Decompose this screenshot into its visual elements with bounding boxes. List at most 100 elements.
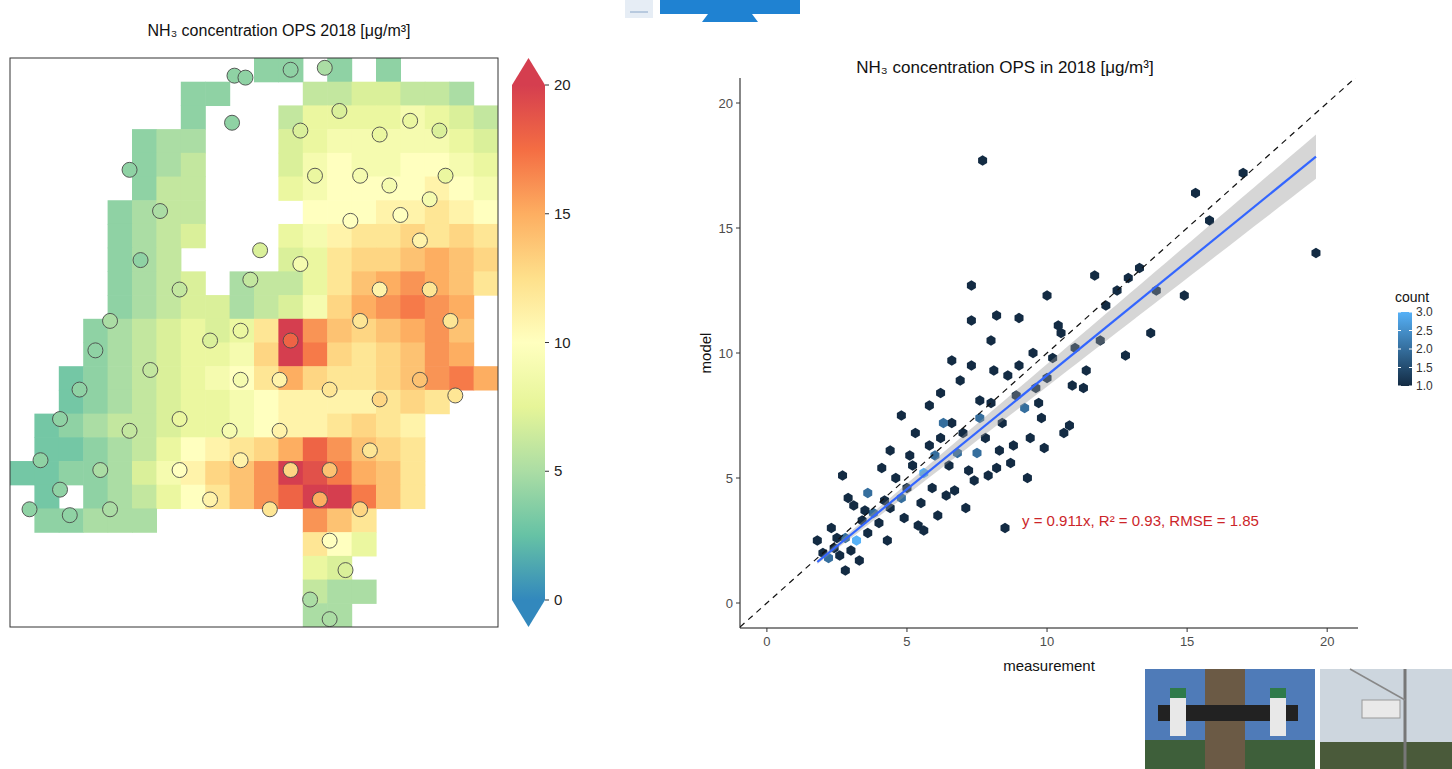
station	[308, 168, 323, 183]
grid-cell	[83, 461, 108, 485]
grid-cell	[181, 105, 206, 129]
station	[422, 282, 437, 297]
grid-cell	[352, 461, 377, 485]
legend-tick	[1409, 386, 1412, 387]
hexbin	[1059, 428, 1068, 438]
station	[103, 502, 118, 517]
grid-cell	[352, 224, 377, 248]
grid-cell	[108, 390, 133, 414]
grid-cell	[449, 177, 474, 201]
hexbin	[911, 428, 920, 438]
grid-cell	[230, 319, 255, 343]
station	[122, 162, 137, 177]
grid-cell	[376, 177, 401, 201]
grid-cell	[230, 343, 255, 367]
hexbin	[1082, 365, 1091, 375]
grid-cell	[474, 248, 498, 272]
grid-cell	[400, 248, 425, 272]
photo-trees	[1320, 742, 1452, 769]
grid-cell	[132, 485, 157, 509]
logo-stand	[702, 14, 758, 22]
grid-cell	[278, 58, 303, 82]
colorbar-label: 20	[554, 76, 571, 93]
grid-cell	[156, 129, 181, 153]
hexbin	[950, 485, 959, 495]
grid-cell	[156, 343, 181, 367]
grid-cell	[474, 224, 498, 248]
colorbar-tick	[545, 213, 549, 214]
plot-layer	[740, 78, 1358, 627]
grid-cell	[254, 461, 279, 485]
y-tick	[736, 353, 740, 354]
photo-sampler-tube	[1270, 688, 1286, 736]
grid-cell	[376, 461, 401, 485]
colorbar-tick	[545, 600, 549, 601]
station	[353, 313, 368, 328]
grid-cell	[156, 153, 181, 177]
grid-cell	[205, 437, 230, 461]
x-tick	[1047, 628, 1048, 632]
grid-cell	[327, 414, 352, 438]
station	[283, 62, 298, 77]
legend-tick	[1409, 367, 1412, 368]
grid-cell	[376, 295, 401, 319]
grid-cell	[449, 224, 474, 248]
grid-cell	[181, 319, 206, 343]
colorbar	[512, 85, 545, 600]
colorbar-extend-bottom	[512, 600, 545, 627]
grid-cell	[132, 177, 157, 201]
grid-cell	[352, 248, 377, 272]
x-tick-label: 5	[903, 634, 910, 649]
grid-cell	[278, 295, 303, 319]
hexbin	[947, 355, 956, 365]
grid-cell	[59, 461, 84, 485]
station	[353, 502, 368, 517]
grid-cell	[352, 366, 377, 390]
grid-cell	[327, 153, 352, 177]
grid-cell	[376, 485, 401, 509]
grid-cell	[376, 58, 401, 82]
map-layer	[10, 58, 498, 627]
grid-cell	[156, 224, 181, 248]
colorbar-extend-top	[512, 58, 545, 85]
station	[353, 168, 368, 183]
grid-cell	[474, 177, 498, 201]
hexbin	[1015, 360, 1024, 370]
station	[233, 323, 248, 338]
grid-cell	[254, 390, 279, 414]
hexbin	[883, 535, 892, 545]
grid-cell	[278, 153, 303, 177]
grid-cell	[254, 271, 279, 295]
hexbin	[975, 395, 984, 405]
grid-cell	[400, 319, 425, 343]
hexbin	[978, 155, 987, 165]
hexbin	[844, 493, 853, 503]
hexbin	[891, 473, 900, 483]
grid-cell	[352, 105, 377, 129]
grid-cell	[83, 437, 108, 461]
station	[422, 192, 437, 207]
hexbin	[1180, 290, 1189, 300]
grid-cell	[59, 437, 84, 461]
hexbin	[973, 448, 982, 458]
grid-cell	[205, 390, 230, 414]
grid-cell	[278, 224, 303, 248]
grid-cell	[352, 414, 377, 438]
grid-cell	[108, 271, 133, 295]
grid-cell	[303, 82, 328, 106]
station	[438, 168, 453, 183]
grid-cell	[376, 153, 401, 177]
hexbin	[863, 488, 872, 498]
grid-cell	[303, 437, 328, 461]
hexbin	[860, 505, 869, 515]
hexbin	[970, 475, 979, 485]
colorbar-label: 0	[554, 591, 562, 608]
hexbin	[849, 500, 858, 510]
station	[103, 313, 118, 328]
grid-cell	[376, 414, 401, 438]
grid-cell	[132, 295, 157, 319]
grid-cell	[181, 390, 206, 414]
fit-line	[817, 157, 1316, 562]
grid-cell	[449, 366, 474, 390]
station	[172, 463, 187, 478]
